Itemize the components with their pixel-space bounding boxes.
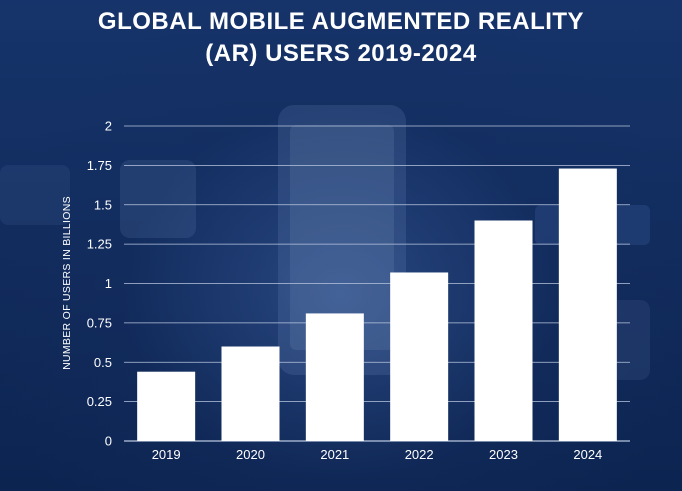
x-tick-label: 2022 bbox=[405, 447, 434, 462]
x-tick-label: 2019 bbox=[152, 447, 181, 462]
x-tick-label: 2023 bbox=[489, 447, 518, 462]
x-axis-ticks: 2019 2020 2021 2022 2023 2024 bbox=[152, 447, 603, 462]
chart-title-line2: (AR) USERS 2019-2024 bbox=[205, 40, 477, 68]
bar-2024 bbox=[558, 168, 617, 441]
y-tick-label: 0 bbox=[105, 434, 112, 449]
bar-2019 bbox=[137, 371, 196, 441]
chart-title: GLOBAL MOBILE AUGMENTED REALITY (AR) USE… bbox=[0, 6, 682, 71]
chart-title-line1: GLOBAL MOBILE AUGMENTED REALITY bbox=[97, 8, 585, 35]
gridlines bbox=[124, 125, 630, 442]
y-tick-label: 1.25 bbox=[87, 237, 112, 252]
x-tick-label: 2024 bbox=[573, 447, 602, 462]
bar-2020 bbox=[221, 346, 280, 441]
bar-2021 bbox=[305, 313, 364, 441]
x-tick-label: 2020 bbox=[236, 447, 265, 462]
y-axis-label: NUMBER OF USERS IN BILLIONS bbox=[61, 196, 73, 370]
y-axis-ticks: 0 0.25 0.5 0.75 1 1.25 1.5 1.75 2 bbox=[87, 119, 112, 449]
bars bbox=[137, 168, 617, 441]
y-tick-label: 0.5 bbox=[94, 355, 112, 370]
y-tick-label: 0.25 bbox=[87, 394, 112, 409]
x-tick-label: 2021 bbox=[320, 447, 349, 462]
bar-2022 bbox=[390, 272, 449, 441]
y-tick-label: 0.75 bbox=[87, 315, 112, 330]
y-tick-label: 1.5 bbox=[94, 197, 112, 212]
y-tick-label: 2 bbox=[105, 119, 112, 134]
bar-2023 bbox=[474, 220, 533, 441]
y-tick-label: 1.75 bbox=[87, 158, 112, 173]
y-tick-label: 1 bbox=[105, 276, 112, 291]
